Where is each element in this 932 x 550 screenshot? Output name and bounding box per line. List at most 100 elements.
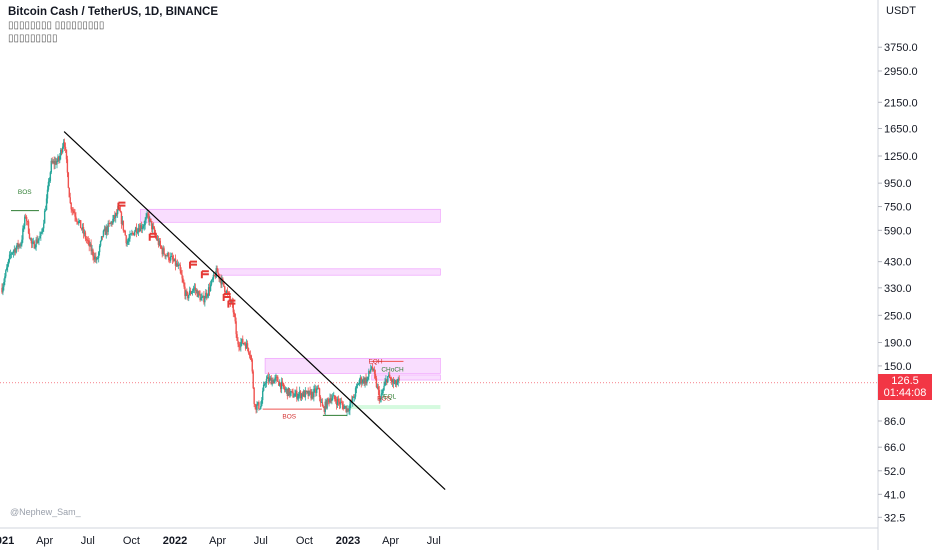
candle-body	[169, 260, 171, 262]
candle-body	[36, 239, 38, 243]
candle-body	[70, 203, 72, 210]
candle-body	[104, 228, 107, 235]
candle-body	[233, 312, 235, 315]
candle-body	[200, 297, 202, 301]
candle-body	[301, 393, 304, 397]
candle-body	[298, 394, 300, 397]
candle-body	[338, 401, 341, 405]
candle-body	[357, 384, 360, 386]
candle-body	[313, 388, 315, 398]
candle-body	[354, 388, 357, 397]
candle-body	[253, 388, 255, 404]
candle-body	[351, 400, 353, 402]
candle-body	[248, 352, 251, 356]
candle-body	[140, 225, 143, 230]
candle-body	[349, 404, 351, 411]
candle-body	[10, 253, 13, 255]
candle-body	[327, 398, 329, 400]
supply-zone	[140, 208, 441, 223]
candle-body	[232, 303, 234, 313]
candle-body	[305, 390, 307, 392]
candle-body	[321, 402, 324, 407]
candle-body	[132, 232, 134, 234]
candle-body	[280, 381, 283, 390]
candle-body	[296, 390, 298, 399]
candle-body	[348, 410, 350, 412]
candle-body	[345, 406, 347, 412]
time-tick-label: Apr	[36, 535, 53, 547]
candle-body	[21, 239, 23, 245]
candle-body	[202, 295, 204, 298]
candle-body	[228, 293, 231, 299]
candle-body	[136, 231, 139, 233]
candle-body	[378, 390, 380, 401]
candle-body	[335, 401, 338, 406]
candle-body	[72, 210, 74, 212]
candle-body	[334, 395, 336, 400]
structure-label: EQL	[383, 393, 396, 400]
candle-body	[106, 227, 108, 232]
candle-body	[295, 390, 297, 394]
candle-body	[96, 258, 98, 261]
candle-body	[150, 218, 152, 222]
price-tick-label: 32.5	[884, 512, 905, 524]
candle-body	[102, 230, 105, 237]
candle-body	[166, 255, 168, 257]
candle-body	[149, 218, 151, 222]
candle-body	[235, 321, 237, 335]
candle-body	[220, 278, 222, 285]
candle-body	[1, 287, 3, 293]
candle-body	[353, 396, 356, 398]
candle-body	[328, 399, 330, 403]
candle-body	[329, 398, 331, 403]
price-tick-label: 1250.0	[884, 151, 918, 163]
structure-label: BOS	[18, 189, 32, 196]
candle-body	[381, 393, 383, 395]
structure-label: BOS	[282, 414, 296, 421]
flag-icon	[148, 232, 157, 241]
price-tick-label: 150.0	[884, 361, 912, 373]
candle-body	[226, 290, 229, 293]
candle-body	[387, 376, 389, 383]
candle-body	[3, 282, 5, 287]
candle-body	[377, 386, 380, 391]
candle-body	[263, 383, 266, 385]
candle-body	[103, 228, 106, 231]
candle-body	[252, 371, 254, 389]
candle-body	[205, 292, 207, 299]
candle-body	[155, 236, 158, 240]
structure-label: BOS	[377, 395, 391, 402]
candle-body	[316, 388, 319, 390]
candle-body	[216, 268, 218, 273]
candle-body	[256, 404, 258, 410]
candle-body	[77, 221, 79, 224]
candle-body	[370, 369, 372, 372]
candle-body	[111, 221, 113, 224]
time-tick-label: Jul	[427, 535, 441, 547]
candle-body	[364, 377, 366, 384]
candle-body	[116, 209, 119, 215]
candle-body	[279, 382, 282, 390]
candle-body	[234, 314, 236, 322]
price-tick-label: 86.0	[884, 416, 905, 428]
candle-body	[195, 290, 198, 291]
candle-body	[130, 233, 132, 235]
candle-body	[279, 382, 281, 386]
candle-body	[42, 228, 44, 232]
candle-body	[389, 374, 391, 379]
candle-body	[344, 406, 346, 407]
candle-body	[141, 227, 143, 230]
candle-body	[303, 391, 306, 398]
author-watermark: @Nephew_Sam_	[10, 507, 81, 517]
candle-body	[145, 216, 147, 220]
chart-legend: Bitcoin Cash / TetherUS, 1D, BINANCE ▯▯▯…	[8, 6, 218, 45]
candle-body	[239, 346, 241, 348]
candle-body	[201, 297, 203, 298]
candle-body	[62, 142, 65, 147]
candle-body	[7, 259, 10, 265]
candle-body	[372, 369, 375, 371]
flag-icon	[117, 201, 126, 210]
candle-body	[208, 287, 211, 291]
candle-body	[51, 160, 53, 163]
